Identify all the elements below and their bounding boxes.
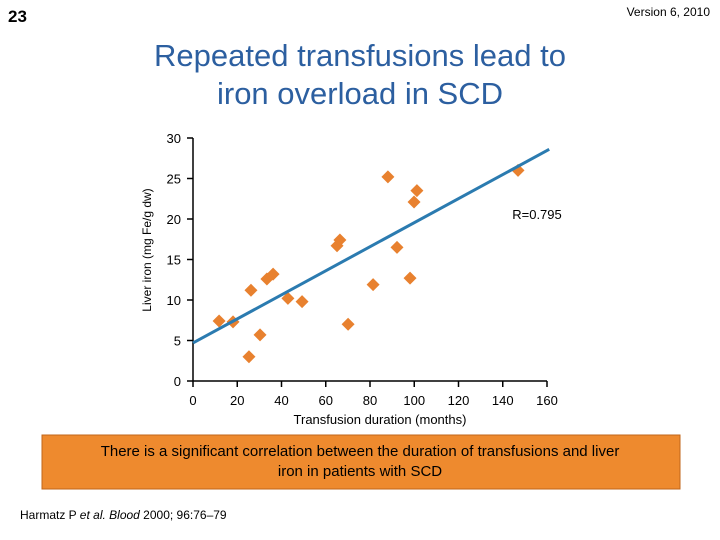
citation: Harmatz P et al. Blood 2000; 96:76–79 — [20, 508, 227, 522]
citation-part: 2000; 96:76–79 — [140, 508, 227, 522]
citation-part: Blood — [106, 508, 140, 522]
y-tick-label: 30 — [167, 131, 181, 146]
slide-number: 23 — [8, 7, 27, 26]
x-tick-label: 160 — [536, 393, 558, 408]
trend-line — [192, 148, 550, 345]
x-tick-label: 60 — [319, 393, 333, 408]
point — [244, 283, 258, 297]
citation-part: et al. — [80, 508, 106, 522]
point — [403, 271, 417, 285]
annotation: R=0.795 — [512, 207, 562, 222]
y-tick-label: 0 — [174, 374, 181, 389]
y-tick-label: 25 — [167, 172, 181, 187]
x-axis-label: Transfusion duration (months) — [294, 412, 467, 427]
point — [242, 350, 256, 364]
title: Repeated transfusions lead to — [154, 38, 566, 73]
x-tick-label: 100 — [403, 393, 425, 408]
point — [407, 195, 421, 209]
point — [333, 233, 347, 247]
point — [381, 170, 395, 184]
point — [253, 328, 267, 342]
y-tick-label: 5 — [174, 334, 181, 349]
callout: iron in patients with SCD — [278, 463, 442, 480]
x-tick-label: 120 — [448, 393, 470, 408]
point — [266, 267, 280, 281]
x-tick-label: 80 — [363, 393, 377, 408]
point — [281, 291, 295, 305]
x-tick-label: 20 — [230, 393, 244, 408]
point — [341, 317, 355, 331]
y-tick-label: 15 — [167, 253, 181, 268]
x-tick-label: 40 — [274, 393, 288, 408]
point — [295, 295, 309, 309]
x-tick-label: 0 — [189, 393, 196, 408]
x-tick-label: 140 — [492, 393, 514, 408]
point — [212, 314, 226, 328]
version: Version 6, 2010 — [627, 5, 711, 19]
title: iron overload in SCD — [217, 76, 503, 111]
point — [410, 184, 424, 198]
y-tick-label: 10 — [167, 293, 181, 308]
citation-part: Harmatz P — [20, 508, 80, 522]
point — [366, 278, 380, 292]
y-tick-label: 20 — [167, 212, 181, 227]
point — [390, 240, 404, 254]
y-axis-label: Liver iron (mg Fe/g dw) — [140, 188, 154, 311]
callout: There is a significant correlation betwe… — [101, 443, 620, 460]
callout-box — [41, 434, 681, 490]
